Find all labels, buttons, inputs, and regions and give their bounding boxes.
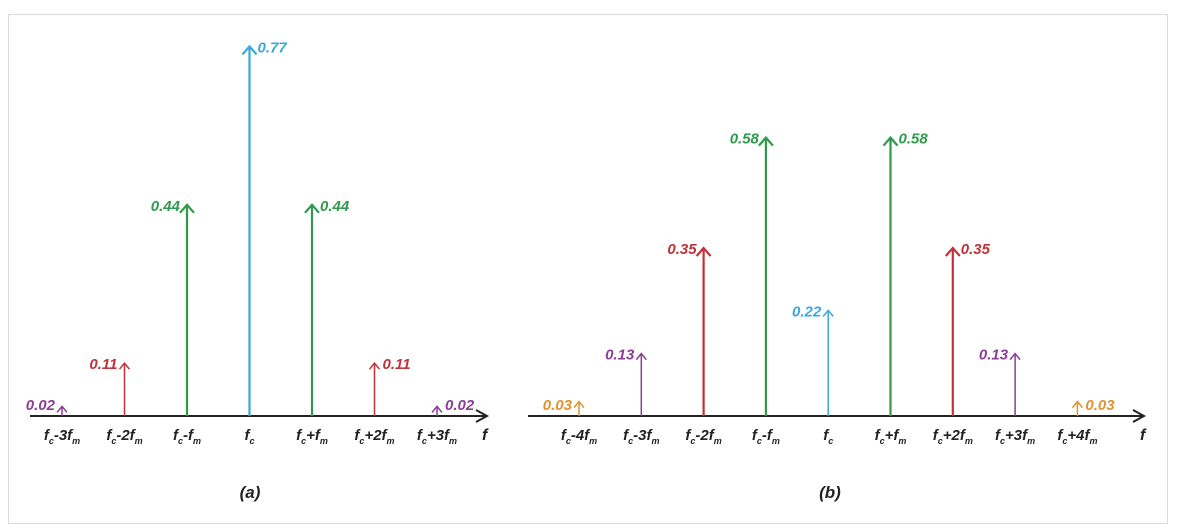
- tick-label-fc+3fm: fc+3fm: [417, 427, 457, 446]
- tick-label-fc: fc: [244, 427, 254, 446]
- value-label: 0.03: [543, 397, 573, 414]
- spectral-arrowhead: [179, 203, 195, 214]
- value-label: 0.58: [899, 131, 929, 148]
- tick-label-fc+2fm: fc+2fm: [354, 427, 394, 446]
- x-axis-arrowhead: [1132, 409, 1147, 423]
- spectral-arrowhead: [431, 405, 443, 413]
- tick-label-fc+3fm: fc+3fm: [995, 427, 1035, 446]
- value-label: 0.35: [961, 241, 991, 258]
- x-axis-label: f: [482, 427, 489, 444]
- panel-b-spectrum: f (b) 0.03 fc-4fm 0.13 fc-3fm 0.35 fc-2fm 0.58 fc…: [528, 131, 1147, 502]
- spectral-arrowhead: [882, 135, 899, 147]
- value-label: 0.13: [979, 347, 1009, 364]
- spectral-arrowhead: [304, 203, 320, 214]
- value-label: 0.11: [383, 356, 411, 373]
- tick-label-fc-4fm: fc-4fm: [561, 427, 597, 446]
- value-label: 0.11: [89, 356, 117, 373]
- tick-label-fc+4fm: fc+4fm: [1057, 427, 1097, 446]
- x-axis-arrowhead: [475, 409, 490, 423]
- value-label: 0.22: [792, 303, 822, 320]
- spectral-arrowhead: [573, 400, 585, 409]
- value-label: 0.44: [151, 198, 181, 215]
- panel-label: (a): [240, 483, 261, 502]
- value-label: 0.77: [258, 39, 288, 56]
- tick-label-fc-fm: fc-fm: [173, 427, 201, 446]
- tick-label-fc-fm: fc-fm: [752, 427, 780, 446]
- panel-label: (b): [819, 483, 841, 502]
- tick-label-fc-2fm: fc-2fm: [685, 427, 721, 446]
- tick-label-fc+2fm: fc+2fm: [933, 427, 973, 446]
- x-axis-label: f: [1140, 427, 1147, 444]
- tick-label-fc: fc: [823, 427, 833, 446]
- spectral-arrowhead: [241, 44, 258, 56]
- tick-label-fc+fm: fc+fm: [875, 427, 907, 446]
- value-label: 0.02: [445, 397, 475, 414]
- value-label: 0.02: [26, 397, 56, 414]
- tick-label-fc-3fm: fc-3fm: [623, 427, 659, 446]
- spectral-arrowhead: [1009, 352, 1021, 361]
- value-label: 0.44: [320, 198, 350, 215]
- panel-a-spectrum: f (a) 0.02 fc-3fm 0.11 fc-2fm 0.44 fc-fm 0.77 fc 0…: [26, 39, 490, 502]
- spectral-arrowhead: [635, 352, 647, 361]
- value-label: 0.58: [730, 131, 760, 148]
- spectral-arrowhead: [944, 246, 961, 257]
- tick-label-fc+fm: fc+fm: [296, 427, 328, 446]
- spectral-arrowhead: [1071, 400, 1083, 409]
- spectral-arrowhead: [758, 135, 774, 147]
- spectral-arrowhead: [695, 246, 712, 257]
- tick-label-fc-2fm: fc-2fm: [106, 427, 142, 446]
- spectral-arrowhead: [822, 309, 834, 317]
- value-label: 0.03: [1085, 397, 1115, 414]
- spectral-arrowhead: [118, 362, 131, 370]
- value-label: 0.13: [605, 347, 635, 364]
- tick-label-fc-3fm: fc-3fm: [44, 427, 80, 446]
- value-label: 0.35: [667, 241, 697, 258]
- spectral-arrowhead: [56, 405, 68, 413]
- spectral-arrowhead: [368, 362, 381, 370]
- figure-frame: [8, 14, 1168, 524]
